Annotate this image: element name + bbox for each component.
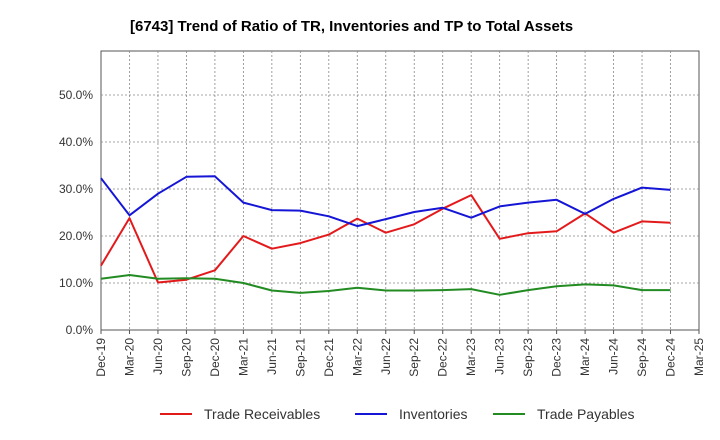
x-tick-label: Jun-21 [265,338,279,375]
legend-label: Inventories [399,406,467,422]
y-tick-label: 40.0% [59,135,93,149]
legend-label: Trade Payables [537,406,635,422]
x-tick-label: Mar-22 [350,338,364,376]
x-tick-label: Mar-21 [236,338,250,376]
x-tick-label: Sep-20 [179,338,193,377]
chart-title: [6743] Trend of Ratio of TR, Inventories… [130,18,573,35]
x-tick-label: Mar-24 [578,338,592,376]
x-tick-label: Jun-23 [493,338,507,375]
x-tick-label: Dec-20 [208,338,222,377]
x-tick-label: Sep-23 [521,338,535,377]
x-tick-label: Sep-24 [635,338,649,377]
series-line-trade-receivables [100,194,671,284]
x-tick-label: Dec-22 [436,338,450,377]
plot-area: 0.0% 10.0% 20.0% 30.0% 40.0% 50.0% Dec-19 Mar-2… [59,50,706,377]
legend-label: Trade Receivables [204,406,320,422]
y-tick-label: 0.0% [66,323,94,337]
x-tick-label: Sep-22 [407,338,421,377]
x-tick-label: Sep-21 [293,338,307,377]
x-tick-label: Dec-21 [322,338,336,377]
legend: Trade Receivables Inventories Trade Payabl… [160,406,635,422]
x-tick-label: Mar-25 [692,338,706,376]
x-tick-label: Mar-23 [464,338,478,376]
x-tick-label: Dec-23 [550,338,564,377]
x-tick-label: Dec-24 [664,338,678,377]
x-tick-label: Jun-20 [151,338,165,375]
y-tick-label: 30.0% [59,182,93,196]
x-tick-label: Jun-22 [379,338,393,375]
series-line-trade-payables [100,274,671,296]
y-tick-label: 20.0% [59,229,93,243]
series-line-inventories [100,175,671,228]
x-tick-label: Jun-24 [607,338,621,375]
y-tick-label: 50.0% [59,88,93,102]
y-tick-label: 10.0% [59,276,93,290]
x-tick-label: Dec-19 [94,338,108,377]
x-tick-label: Mar-20 [122,338,136,376]
plot-frame [100,50,700,331]
